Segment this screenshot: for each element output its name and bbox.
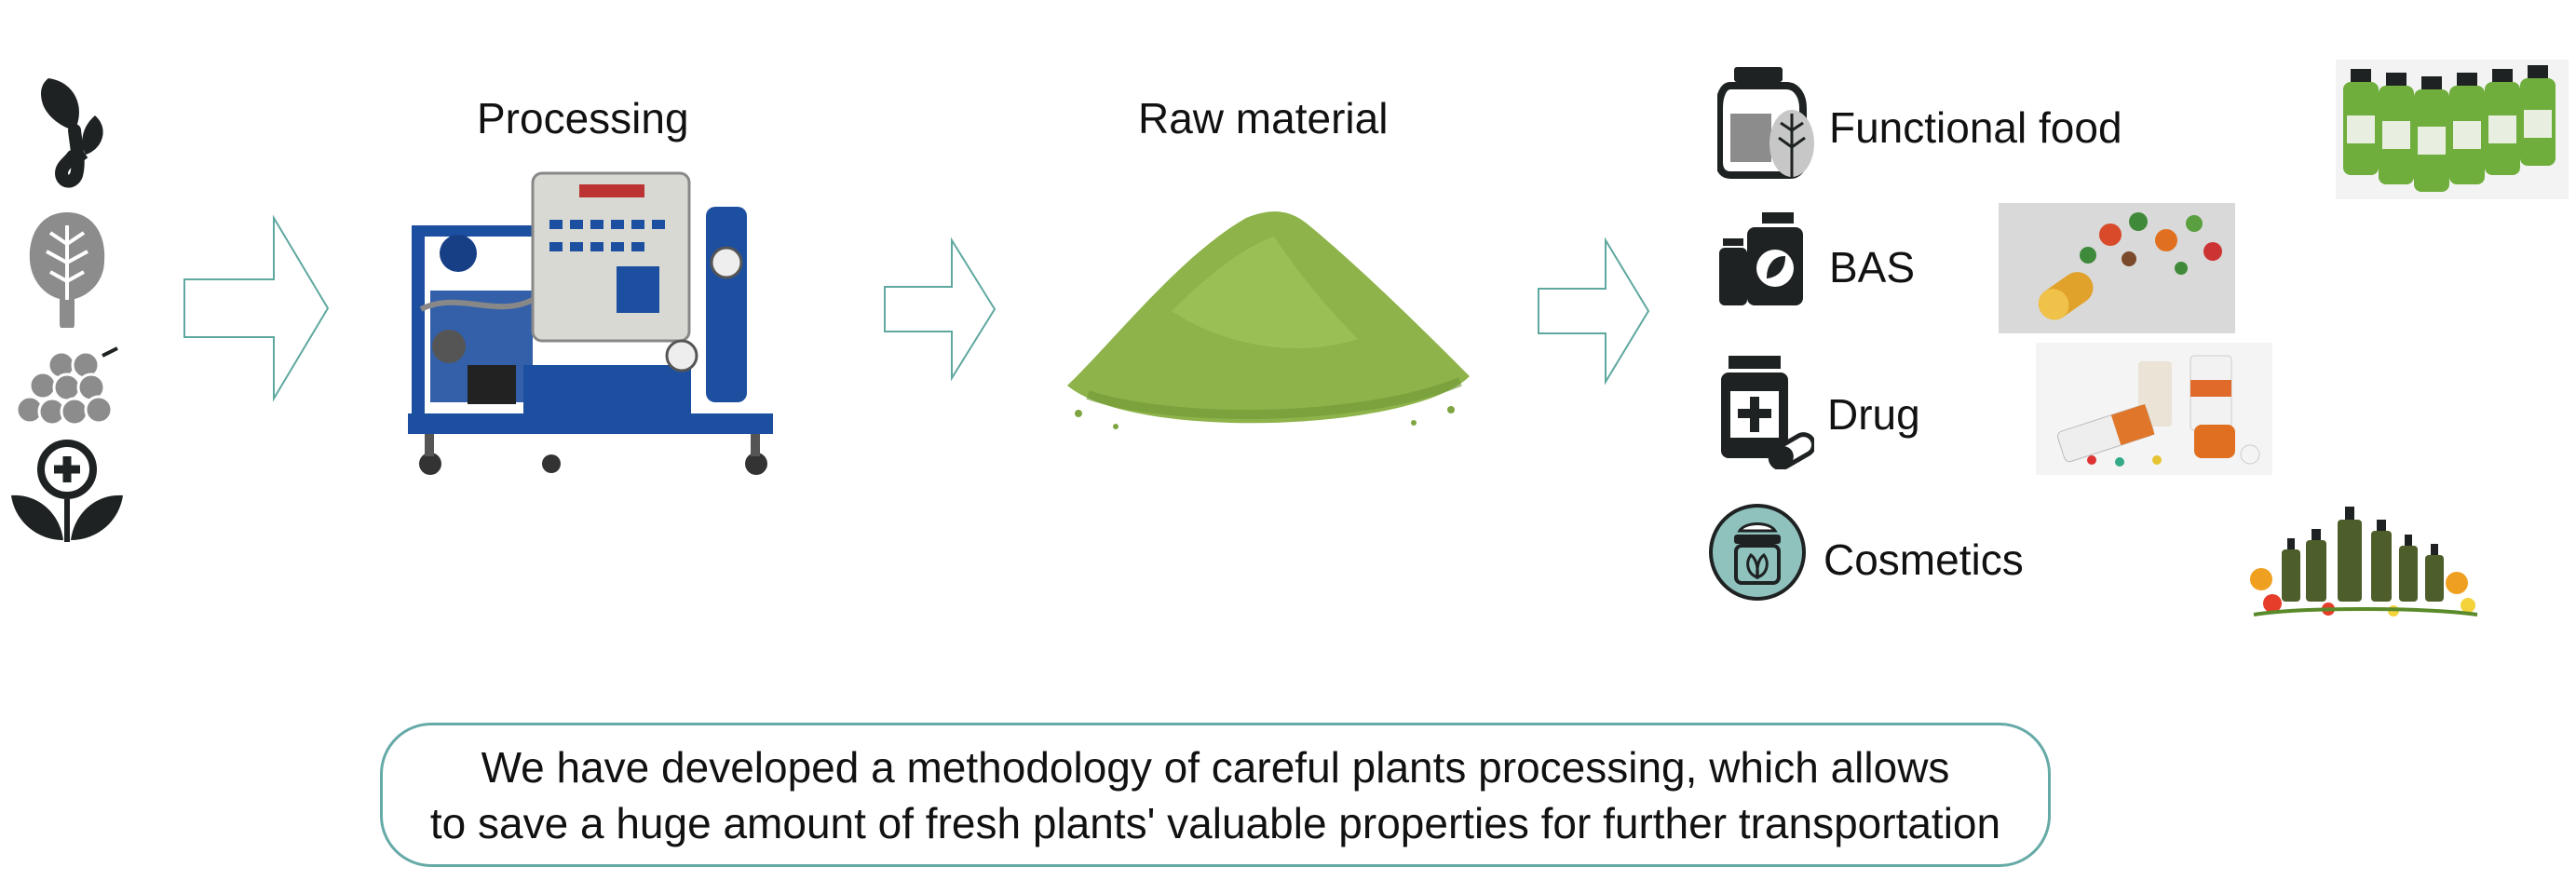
caption-line-2: to save a huge amount of fresh plants' v… bbox=[429, 798, 2001, 847]
flow-arrow-1 bbox=[183, 214, 332, 402]
medicinal-plant-icon bbox=[9, 438, 125, 546]
lettuce-leaf-icon bbox=[22, 207, 112, 328]
pills-bottles-image bbox=[2036, 343, 2272, 475]
berries-icon bbox=[13, 345, 125, 438]
caption-box: We have developed a methodology of caref… bbox=[380, 723, 2051, 867]
raw-material-label: Raw material bbox=[1138, 94, 1389, 142]
cosmetics-jar-icon bbox=[1708, 503, 1807, 602]
green-powder-image bbox=[1060, 199, 1475, 443]
product-functional-food: Functional food bbox=[1717, 65, 2122, 183]
flow-arrow-3 bbox=[1537, 237, 1652, 386]
product-cosmetics: Cosmetics bbox=[1708, 503, 2043, 605]
product-bas: BAS bbox=[1714, 210, 2030, 307]
supplement-bottle-icon bbox=[1714, 210, 1807, 307]
supplements-pills-image bbox=[1999, 203, 2235, 333]
processing-machine-image bbox=[402, 169, 779, 479]
cosmetic-bottles-flowers-image bbox=[2244, 503, 2481, 622]
caption-line-1: We have developed a methodology of caref… bbox=[481, 742, 1950, 792]
green-juice-bottles-image bbox=[2336, 60, 2569, 199]
product-label-cosmetics: Cosmetics bbox=[1824, 535, 2024, 584]
product-drug: Drug bbox=[1717, 354, 1997, 469]
processing-label: Processing bbox=[477, 94, 689, 142]
medicine-bottle-icon bbox=[1717, 354, 1814, 469]
product-label-functional-food: Functional food bbox=[1829, 103, 2122, 152]
sprout-icon bbox=[20, 73, 110, 188]
flow-arrow-2 bbox=[883, 237, 998, 382]
product-label-bas: BAS bbox=[1829, 243, 1916, 291]
jar-leaf-icon bbox=[1717, 65, 1818, 183]
product-label-drug: Drug bbox=[1827, 390, 1920, 439]
